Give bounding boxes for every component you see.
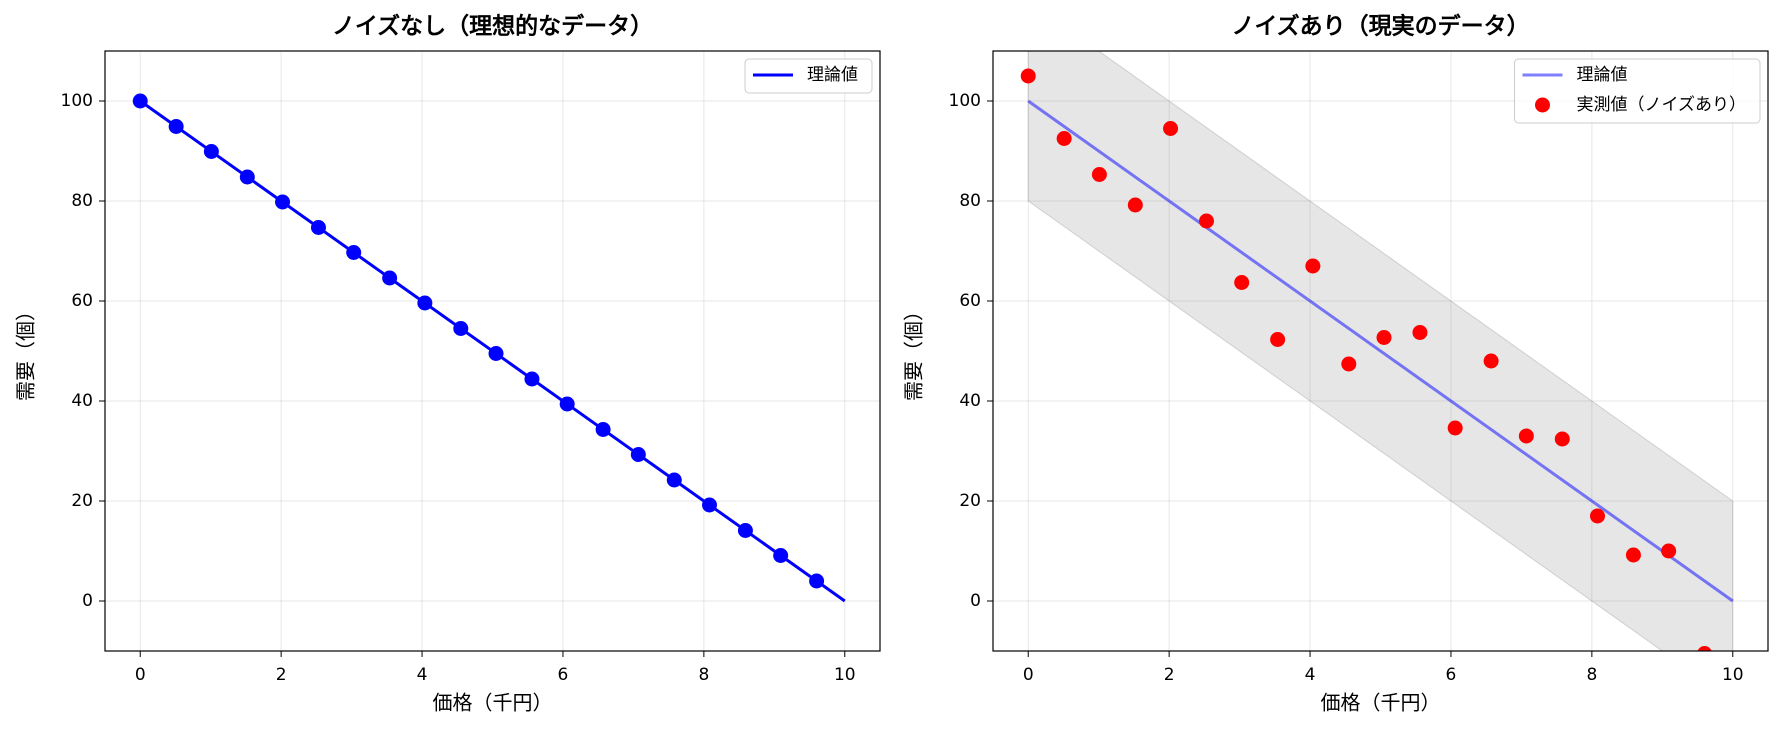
data-point: [1270, 332, 1286, 347]
data-point: [1305, 258, 1321, 274]
legend: 理論値: [744, 58, 873, 94]
data-point: [1412, 325, 1428, 340]
x-tick-label: 0: [1023, 665, 1034, 685]
data-point: [453, 321, 469, 336]
data-point: [809, 573, 825, 589]
data-point: [346, 245, 362, 260]
x-tick-label: 4: [417, 665, 428, 685]
x-axis-label: 価格（千円）: [433, 691, 553, 715]
y-tick-label: 100: [949, 91, 981, 111]
data-point: [737, 523, 753, 538]
y-tick-label: 60: [959, 291, 981, 311]
data-point: [1198, 213, 1214, 229]
series-line: [1027, 99, 1734, 603]
data-point: [1483, 353, 1499, 369]
data-point: [702, 497, 717, 513]
data-point: [773, 548, 789, 563]
data-point: [666, 472, 682, 488]
data-point: [417, 295, 433, 311]
data-point: [1590, 508, 1605, 524]
x-tick-label: 10: [834, 665, 856, 685]
data-point: [1234, 275, 1250, 290]
data-point: [1376, 330, 1392, 345]
data-point: [1625, 547, 1641, 563]
data-point: [1341, 356, 1357, 372]
legend-swatch: [1535, 97, 1550, 113]
data-point: [559, 396, 575, 412]
data-point: [524, 371, 540, 387]
y-tick-label: 20: [71, 491, 93, 511]
data-point: [488, 346, 504, 361]
data-point: [1091, 167, 1107, 182]
data-point: [168, 119, 184, 134]
y-axis-label: 需要（個）: [14, 301, 38, 401]
legend-box: [1514, 58, 1761, 124]
y-axis-label: 需要（個）: [902, 301, 926, 401]
legend-label: 理論値: [1577, 65, 1628, 85]
axes-frame: [992, 50, 1769, 652]
data-point: [1554, 431, 1570, 447]
x-tick-label: 8: [698, 665, 709, 685]
chart-title: ノイズなし（理想的なデータ）: [332, 13, 653, 40]
y-tick-label: 0: [970, 591, 981, 611]
data-point: [1697, 646, 1712, 651]
data-point: [595, 422, 611, 437]
x-axis-label: 価格（千円）: [1321, 691, 1441, 715]
data-point: [1661, 543, 1677, 559]
data-point: [275, 194, 291, 210]
legend-label: 実測値（ノイズあり）: [1577, 95, 1747, 115]
plot-area: [1020, 51, 1734, 651]
axes: ノイズなし（理想的なデータ）価格（千円）需要（個）0 2 4 6 8 1002040608…: [14, 13, 881, 715]
x-tick-label: 2: [1164, 665, 1175, 685]
data-point: [310, 220, 326, 235]
data-point: [132, 93, 148, 109]
y-tick-label: 80: [71, 191, 93, 211]
x-tick-label: 6: [1446, 665, 1457, 685]
plot-area: [132, 93, 846, 603]
y-tick-label: 40: [71, 391, 93, 411]
x-tick-label: 2: [276, 665, 287, 685]
x-tick-label: 6: [558, 665, 569, 685]
y-tick-label: 80: [959, 191, 981, 211]
data-point: [1020, 68, 1036, 84]
legend-label: 理論値: [807, 65, 858, 85]
x-tick-label: 10: [1722, 665, 1744, 685]
data-point: [239, 169, 255, 185]
data-point: [1127, 197, 1143, 213]
x-tick-label: 8: [1586, 665, 1597, 685]
data-point: [630, 447, 646, 462]
axes: ノイズあり（現実のデータ）価格（千円）需要（個）0 2 4 6 8 10020406080…: [902, 13, 1769, 715]
x-tick-label: 4: [1305, 665, 1316, 685]
axes-frame: [104, 50, 881, 652]
legend-box: [744, 58, 873, 94]
y-tick-label: 100: [61, 91, 93, 111]
data-point: [203, 144, 219, 159]
data-point: [1518, 428, 1534, 444]
chart-title: ノイズあり（現実のデータ）: [1231, 13, 1529, 40]
data-point: [1447, 420, 1463, 436]
y-tick-label: 20: [959, 491, 981, 511]
x-tick-label: 0: [135, 665, 146, 685]
data-point: [1163, 121, 1179, 136]
y-tick-label: 40: [959, 391, 981, 411]
data-point: [382, 270, 398, 286]
data-point: [1056, 131, 1072, 146]
y-tick-label: 60: [71, 291, 93, 311]
y-tick-label: 0: [82, 591, 93, 611]
